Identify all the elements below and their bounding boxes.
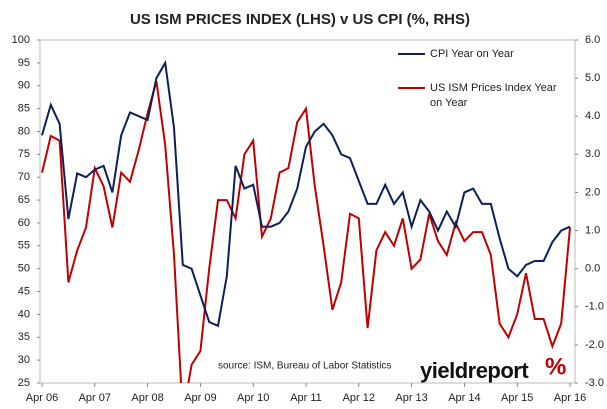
y2-tick-label: -3.0 [585, 377, 604, 389]
y2-tick-label: -1.0 [585, 301, 604, 313]
y-tick-label: 70 [18, 171, 30, 183]
x-tick-label: Apr 08 [131, 392, 163, 404]
x-tick-label: Apr 15 [501, 392, 533, 404]
x-tick-label: Apr 11 [290, 392, 322, 404]
plot-frame [39, 39, 576, 384]
y2-tick-label: 2.0 [585, 186, 600, 198]
y-tick-label: 55 [18, 240, 30, 252]
x-tick-label: Apr 07 [79, 392, 111, 404]
y-tick-label: 50 [18, 263, 30, 275]
source-note: source: ISM, Bureau of Labor Statistics [218, 361, 391, 372]
chart-title: US ISM PRICES INDEX (LHS) v US CPI (%, R… [130, 11, 470, 28]
legend-label: US ISM Prices Index Year on Year [430, 82, 557, 109]
y2-tick-label: 0.0 [585, 263, 600, 275]
y2-tick-label: 1.0 [585, 224, 600, 236]
y-tick-label: 40 [18, 308, 30, 320]
y2-tick-label: -2.0 [585, 339, 604, 351]
y-tick-label: 30 [18, 354, 30, 366]
x-tick-label: Apr 10 [237, 392, 269, 404]
y-tick-label: 35 [18, 331, 30, 343]
y2-tick-label: 3.0 [585, 148, 600, 160]
x-tick-label: Apr 16 [554, 392, 586, 404]
y-tick-label: 75 [18, 148, 30, 160]
y2-tick-label: 6.0 [585, 34, 600, 46]
series-line [41, 59, 571, 328]
y-tick-label: 60 [18, 217, 30, 229]
plot-lines [41, 59, 571, 383]
y-tick-label: 80 [18, 125, 30, 137]
y-tick-label: 100 [12, 34, 30, 46]
y-tick-label: 65 [18, 194, 30, 206]
logo-text: yieldreport [420, 358, 529, 383]
x-tick-label: Apr 14 [448, 392, 480, 404]
legend-label: CPI Year on Year [430, 48, 514, 60]
x-tick-label: Apr 09 [184, 392, 216, 404]
y2-tick-label: 4.0 [585, 110, 600, 122]
x-tick-label: Apr 13 [395, 392, 427, 404]
y-tick-label: 90 [18, 80, 30, 92]
x-tick-label: Apr 06 [26, 392, 58, 404]
y-tick-label: 45 [18, 285, 30, 297]
y-tick-label: 85 [18, 103, 30, 115]
series-line [41, 80, 571, 383]
x-tick-label: Apr 12 [343, 392, 375, 404]
logo-symbol: % [545, 353, 566, 380]
y2-tick-label: 5.0 [585, 72, 600, 84]
y-tick-label: 95 [18, 57, 30, 69]
y-tick-label: 25 [18, 377, 30, 389]
